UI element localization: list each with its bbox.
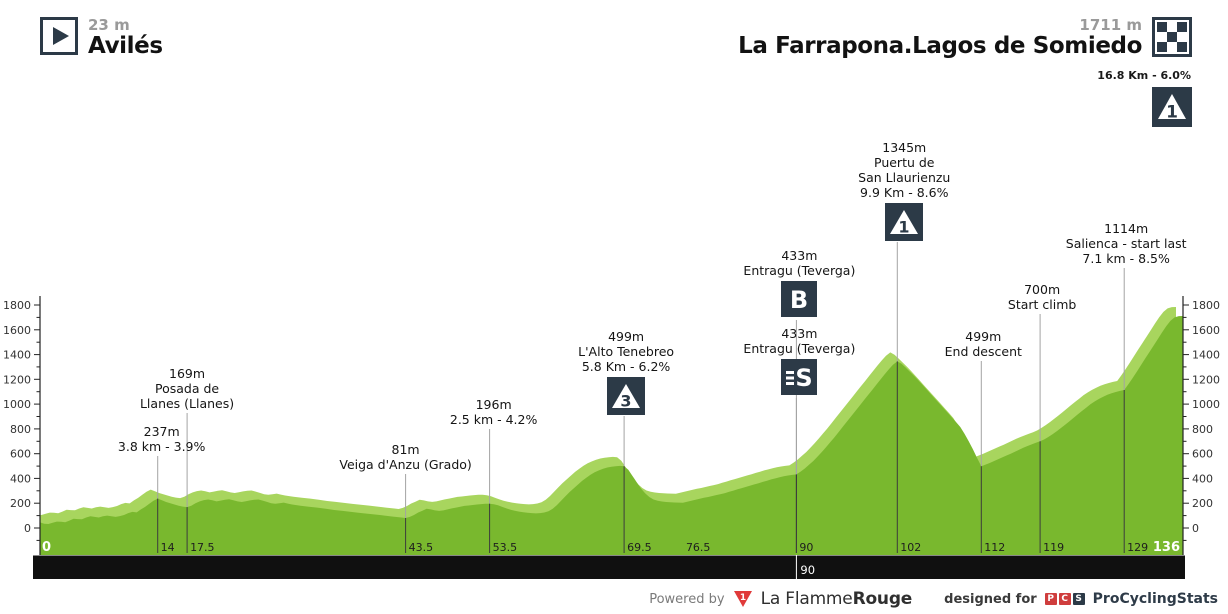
pcs-letter-c: C <box>1058 593 1071 605</box>
pcs-letter-s: S <box>1072 593 1085 605</box>
la-flamme-rouge-logo-icon[interactable]: 1 <box>733 590 753 608</box>
pcs-logo-icon[interactable]: P C S <box>1044 593 1085 605</box>
start-flag-icon <box>40 17 78 55</box>
x-tick-label: 129 <box>1127 541 1148 554</box>
race-bar <box>33 555 1185 579</box>
race-bar-marker-label: 90 <box>800 563 815 577</box>
y-tick-label: 1000 <box>3 398 31 411</box>
y-tick-label: 1000 <box>1192 398 1220 411</box>
x-tick-label: 14 <box>161 541 175 554</box>
x-tick-label: 136 <box>1153 540 1180 555</box>
y-tick-label: 400 <box>10 472 31 485</box>
profile-area <box>40 316 1183 555</box>
final-climb-category-icon: 1 <box>1152 87 1192 127</box>
y-tick-label: 800 <box>10 423 31 436</box>
start-block: 23 m Avilés <box>40 17 163 59</box>
x-tick-label: 0 <box>42 540 51 555</box>
start-elevation: 23 m <box>88 16 130 34</box>
y-tick-label: 0 <box>24 522 31 535</box>
svg-text:1: 1 <box>1166 103 1178 123</box>
lfr-wordmark-bold: Rouge <box>852 589 913 609</box>
y-tick-label: 200 <box>1192 497 1213 510</box>
y-tick-label: 1800 <box>1192 299 1220 312</box>
x-tick-label: 119 <box>1043 541 1064 554</box>
footer: Powered by 1 La FlammeRouge designed for… <box>649 589 1218 609</box>
y-tick-label: 1200 <box>1192 373 1220 386</box>
x-tick-label: 43.5 <box>409 541 434 554</box>
pcs-letter-p: P <box>1044 593 1057 605</box>
y-tick-label: 600 <box>1192 448 1213 461</box>
finish-elevation: 1711 m <box>1079 16 1142 34</box>
x-tick-label: 112 <box>984 541 1005 554</box>
designed-for-label: designed for <box>944 591 1037 607</box>
finish-flag-icon <box>1152 17 1192 57</box>
y-tick-label: 0 <box>1192 522 1199 535</box>
la-flamme-rouge-wordmark[interactable]: La FlammeRouge <box>761 589 913 609</box>
y-tick-label: 1400 <box>1192 349 1220 362</box>
x-tick-label: 53.5 <box>493 541 517 554</box>
y-tick-label: 1800 <box>3 299 31 312</box>
y-tick-label: 1600 <box>3 324 31 337</box>
svg-text:1: 1 <box>739 593 745 603</box>
y-tick-label: 600 <box>10 448 31 461</box>
x-tick-label: 17.5 <box>190 541 215 554</box>
y-tick-label: 400 <box>1192 472 1213 485</box>
y-tick-label: 800 <box>1192 423 1213 436</box>
x-tick-label: 76.5 <box>686 541 711 554</box>
procyclingstats-wordmark[interactable]: ProCyclingStats <box>1092 591 1218 607</box>
y-tick-label: 200 <box>10 497 31 510</box>
powered-by-label: Powered by <box>649 591 725 607</box>
lfr-wordmark-regular: La Flamme <box>760 589 853 609</box>
x-tick-label: 102 <box>900 541 921 554</box>
x-tick-label: 69.5 <box>627 541 652 554</box>
start-name: Avilés <box>88 33 163 59</box>
final-climb-stats: 16.8 Km - 6.0% <box>1097 69 1191 82</box>
y-tick-label: 1400 <box>3 349 31 362</box>
y-tick-label: 1600 <box>1192 324 1220 337</box>
finish-name: La Farrapona.Lagos de Somiedo <box>738 33 1142 59</box>
x-tick-label: 90 <box>799 541 813 554</box>
y-tick-label: 1200 <box>3 373 31 386</box>
finish-block: 1711 m La Farrapona.Lagos de Somiedo <box>738 17 1192 59</box>
